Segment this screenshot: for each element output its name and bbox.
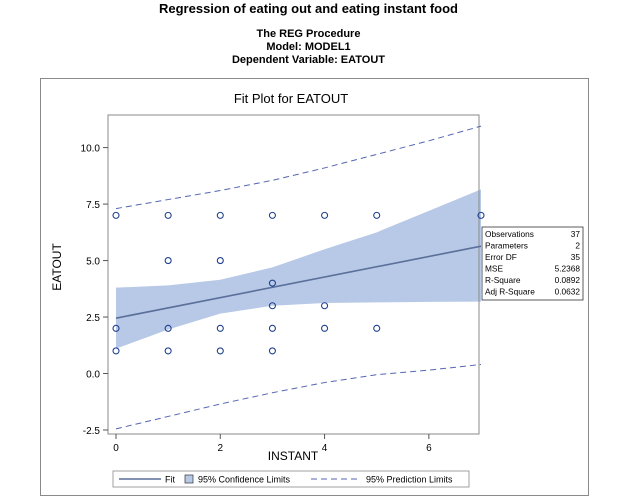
fit-line	[115, 245, 482, 319]
legend-label-prediction: 95% Prediction Limits	[366, 475, 453, 485]
fit-plot-chart: Fit Plot for EATOUT -2.5 0.0 2.5 5.0 7.5 10.0…	[50, 91, 584, 488]
x-axis-label: INSTANT	[268, 449, 319, 463]
data-point	[373, 211, 381, 219]
data-point	[216, 257, 224, 265]
statistics-table: Observations 37 Parameters 2 Error DF 35 MSE 5.…	[481, 226, 584, 301]
y-axis-label: EATOUT	[50, 243, 64, 291]
statistics-table-border	[481, 226, 584, 301]
statistic-label: Parameters	[485, 241, 528, 251]
data-point	[216, 211, 224, 219]
data-point	[268, 279, 276, 287]
confidence-band	[116, 189, 481, 349]
data-point	[321, 302, 329, 310]
data-point	[268, 302, 276, 310]
statistic-value: 5.2368	[555, 264, 581, 274]
data-point	[112, 347, 120, 355]
data-point	[164, 211, 172, 219]
data-point	[321, 324, 329, 332]
procedure-title: The REG Procedure	[256, 28, 361, 40]
data-point	[477, 211, 485, 219]
data-point	[321, 211, 329, 219]
statistic-value: 0.0892	[555, 275, 581, 285]
data-point	[112, 324, 120, 332]
prediction-limit-lower	[115, 363, 482, 430]
legend: Fit 95% Confidence Limits 95% Prediction L…	[112, 470, 470, 488]
prediction-limit-upper	[115, 125, 482, 210]
legend-label-fit: Fit	[165, 475, 175, 485]
statistic-label: Adj R-Square	[485, 287, 535, 297]
plot-area-border	[107, 114, 480, 435]
y-tick-label: -2.5	[83, 426, 101, 437]
y-tick-label: 10.0	[81, 144, 101, 155]
statistic-value: 2	[575, 241, 580, 251]
data-point	[164, 324, 172, 332]
data-point	[112, 211, 120, 219]
legend-label-confidence: 95% Confidence Limits	[198, 475, 291, 485]
legend-border	[112, 470, 470, 488]
data-point	[216, 347, 224, 355]
x-tick-label: 0	[113, 443, 119, 454]
dependent-variable-label: Dependent Variable: EATOUT	[231, 54, 385, 66]
data-point	[164, 347, 172, 355]
chart-title: Fit Plot for EATOUT	[234, 91, 348, 106]
x-tick-label: 6	[426, 443, 432, 454]
y-tick-label: 2.5	[86, 313, 100, 324]
data-point	[373, 324, 381, 332]
model-label: Model: MODEL1	[266, 41, 351, 53]
statistic-label: R-Square	[485, 275, 521, 285]
statistic-value: 35	[571, 252, 581, 262]
statistic-label: Error DF	[485, 252, 517, 262]
chart-frame: Fit Plot for EATOUT -2.5 0.0 2.5 5.0 7.5 10.0…	[40, 78, 589, 496]
x-tick-label: 4	[322, 443, 328, 454]
data-point	[164, 257, 172, 265]
data-point	[268, 324, 276, 332]
data-point	[268, 211, 276, 219]
y-tick-label: 0.0	[86, 370, 100, 381]
legend-confidence-swatch	[184, 474, 194, 484]
page-title: Regression of eating out and eating inst…	[158, 1, 458, 16]
x-tick-label: 2	[218, 443, 224, 454]
statistic-value: 37	[571, 229, 581, 239]
data-point	[268, 347, 276, 355]
data-point	[216, 324, 224, 332]
y-tick-label: 7.5	[86, 200, 100, 211]
y-tick-label: 5.0	[86, 257, 100, 268]
statistic-label: MSE	[485, 264, 503, 274]
statistic-value: 0.0632	[555, 287, 581, 297]
statistic-label: Observations	[485, 229, 534, 239]
